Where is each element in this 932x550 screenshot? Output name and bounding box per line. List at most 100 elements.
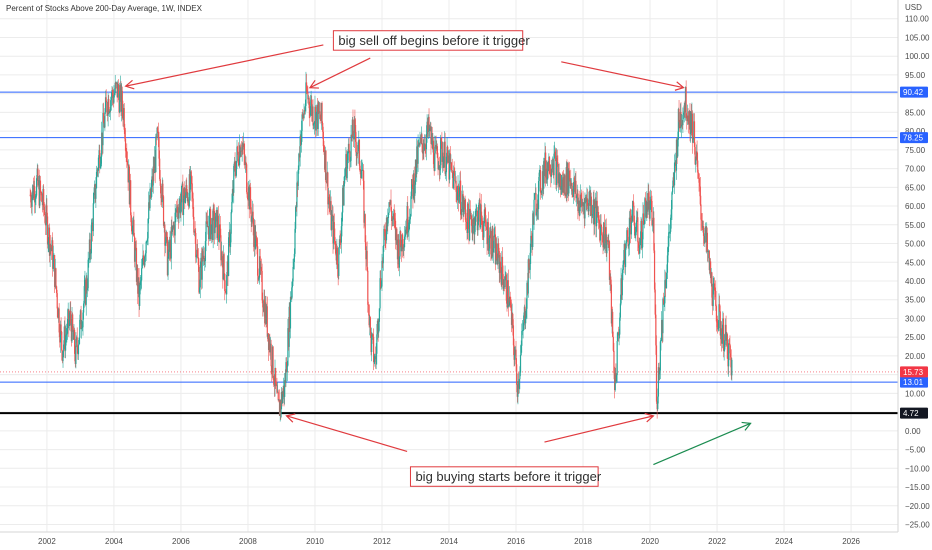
candle-body	[720, 328, 722, 336]
currency-label: USD	[905, 3, 922, 12]
candle-body	[532, 213, 534, 248]
candle-body	[708, 250, 710, 252]
candle-body	[212, 208, 214, 241]
candle-body	[301, 114, 303, 131]
annotation-box[interactable]	[409, 466, 599, 487]
candle-body	[659, 370, 661, 375]
candle-body	[39, 180, 42, 193]
candle-body	[376, 334, 378, 354]
candle-body	[536, 212, 538, 216]
candle-body	[651, 201, 653, 226]
candle-body	[77, 344, 80, 355]
candle-body	[189, 174, 191, 190]
arrow-line[interactable]	[309, 57, 371, 89]
candle-body	[181, 183, 183, 186]
candle-body	[725, 324, 727, 341]
candle-body	[115, 82, 117, 84]
candle-body	[96, 169, 98, 172]
candle-body	[722, 318, 724, 334]
candle-body	[397, 239, 399, 260]
y-tick-label: 30.00	[905, 314, 926, 323]
candle-body	[364, 214, 366, 243]
candle-body	[168, 241, 170, 257]
candle-body	[518, 379, 520, 389]
candle-body	[604, 227, 607, 244]
candle-body	[202, 255, 205, 260]
candle-body	[718, 304, 720, 329]
annotation-box[interactable]	[332, 30, 524, 51]
arrow-line[interactable]	[286, 415, 408, 453]
y-tick-label: 100.00	[905, 52, 930, 61]
candle-body	[290, 296, 292, 300]
candle-body	[123, 108, 125, 130]
candle-body	[41, 201, 43, 206]
candle-body	[77, 347, 79, 355]
candle-body	[698, 173, 700, 183]
arrow-line[interactable]	[125, 44, 324, 87]
candle-body	[724, 324, 727, 335]
arrow-line[interactable]	[561, 61, 684, 89]
candle-body	[539, 169, 542, 193]
candle-body	[160, 185, 162, 199]
candle-body	[308, 98, 310, 109]
candle-body	[49, 244, 51, 256]
candle-body	[470, 215, 473, 226]
candle-body	[304, 105, 306, 111]
candle-body	[670, 209, 672, 218]
candle-body	[460, 214, 462, 216]
candle-body	[199, 287, 201, 293]
candle-body	[394, 220, 397, 241]
candle-body	[436, 146, 439, 158]
candle-body	[325, 182, 328, 183]
candle-body	[70, 310, 72, 324]
candle-body	[201, 251, 203, 280]
candle-body	[421, 143, 424, 154]
candle-body	[496, 243, 498, 260]
candle-body	[144, 253, 147, 257]
candle-body	[413, 173, 415, 196]
candle-body	[278, 399, 281, 416]
candle-body	[546, 168, 548, 180]
candle-body	[83, 286, 85, 304]
candle-body	[284, 380, 286, 397]
candle-body	[656, 401, 658, 410]
candle-body	[111, 90, 113, 98]
candle-body	[222, 254, 225, 280]
candle-body	[583, 205, 585, 207]
candle-body	[180, 185, 183, 203]
candle-body	[267, 333, 270, 350]
candle-body	[286, 365, 288, 373]
candle-body	[139, 281, 141, 286]
candle-body	[661, 319, 663, 341]
candle-body	[299, 136, 301, 158]
candle-body	[575, 195, 578, 199]
candle-body	[106, 112, 109, 116]
candle-body	[608, 241, 610, 243]
candle-body	[576, 193, 578, 196]
candle-body	[305, 82, 307, 106]
candle-body	[314, 106, 316, 123]
candle-body	[144, 256, 146, 266]
candle-body	[145, 241, 147, 254]
arrow-line[interactable]	[544, 415, 654, 443]
candle-body	[202, 251, 204, 260]
y-tick-label: 40.00	[905, 277, 926, 286]
candle-body	[121, 90, 123, 110]
candle-body	[34, 186, 36, 203]
candle-body	[107, 99, 109, 116]
candle-body	[274, 368, 276, 387]
arrow-line[interactable]	[653, 422, 751, 466]
time-axis-bg[interactable]	[0, 532, 932, 550]
candle-body	[688, 111, 690, 125]
candle-body	[132, 219, 134, 226]
candle-body	[402, 246, 404, 250]
candle-body	[146, 241, 148, 243]
candle-body	[35, 195, 37, 199]
candle-body	[632, 200, 634, 222]
candle-body	[143, 260, 145, 266]
candle-body	[653, 250, 656, 290]
candle-body	[478, 204, 480, 222]
candle-body	[146, 238, 149, 242]
candle-body	[295, 206, 297, 229]
